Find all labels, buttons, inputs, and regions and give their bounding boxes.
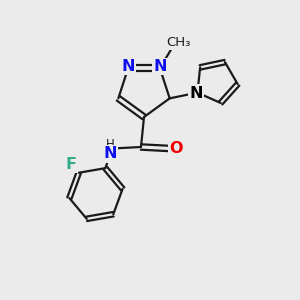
Text: O: O: [169, 141, 183, 156]
Text: H: H: [106, 138, 115, 152]
Text: N: N: [189, 86, 203, 101]
Text: CH₃: CH₃: [167, 36, 191, 49]
Text: N: N: [153, 59, 166, 74]
Text: N: N: [103, 146, 117, 161]
Text: F: F: [66, 157, 77, 172]
Text: N: N: [122, 59, 135, 74]
